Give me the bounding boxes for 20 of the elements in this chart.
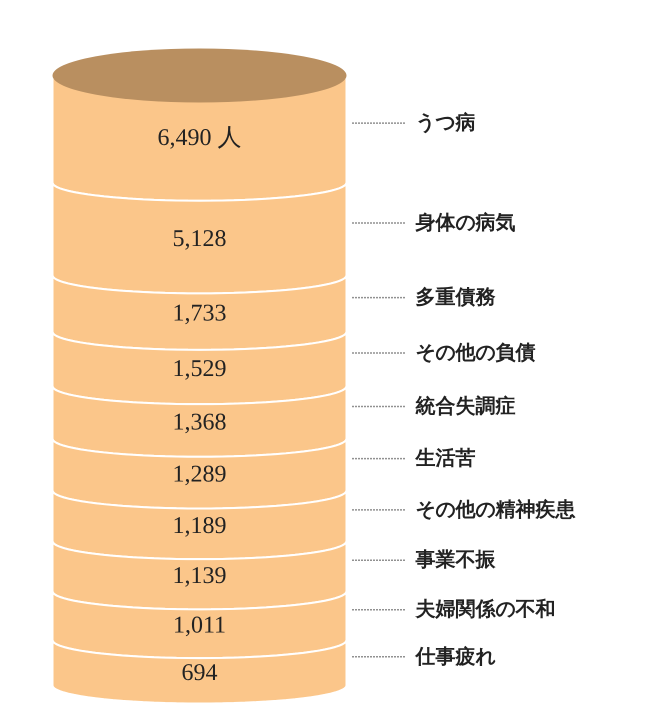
- category-label: その他の精神疾患: [416, 498, 576, 521]
- category-label: うつ病: [416, 111, 476, 134]
- category-label: 身体の病気: [414, 211, 516, 234]
- data-label: 694: [182, 660, 218, 686]
- category-label: 夫婦関係の不和: [414, 598, 556, 621]
- data-label: 5,128: [172, 226, 226, 252]
- category-label: 統合失調症: [414, 394, 516, 418]
- category-label: 事業不振: [414, 549, 496, 572]
- data-label: 1,011: [172, 612, 226, 639]
- data-label: 1,368: [172, 409, 226, 436]
- category-label: 多重債務: [416, 286, 496, 309]
- data-label: 1,189: [172, 512, 226, 539]
- data-label: 1,529: [172, 356, 226, 382]
- data-label: 1,289: [172, 462, 226, 488]
- category-label: その他の負債: [416, 342, 536, 364]
- data-label: 1,139: [172, 563, 226, 590]
- category-label: 生活苦: [414, 448, 476, 470]
- category-label: 仕事疲れ: [414, 644, 496, 668]
- data-label: 1,733: [172, 300, 226, 327]
- data-label: 6,490 人: [158, 125, 242, 152]
